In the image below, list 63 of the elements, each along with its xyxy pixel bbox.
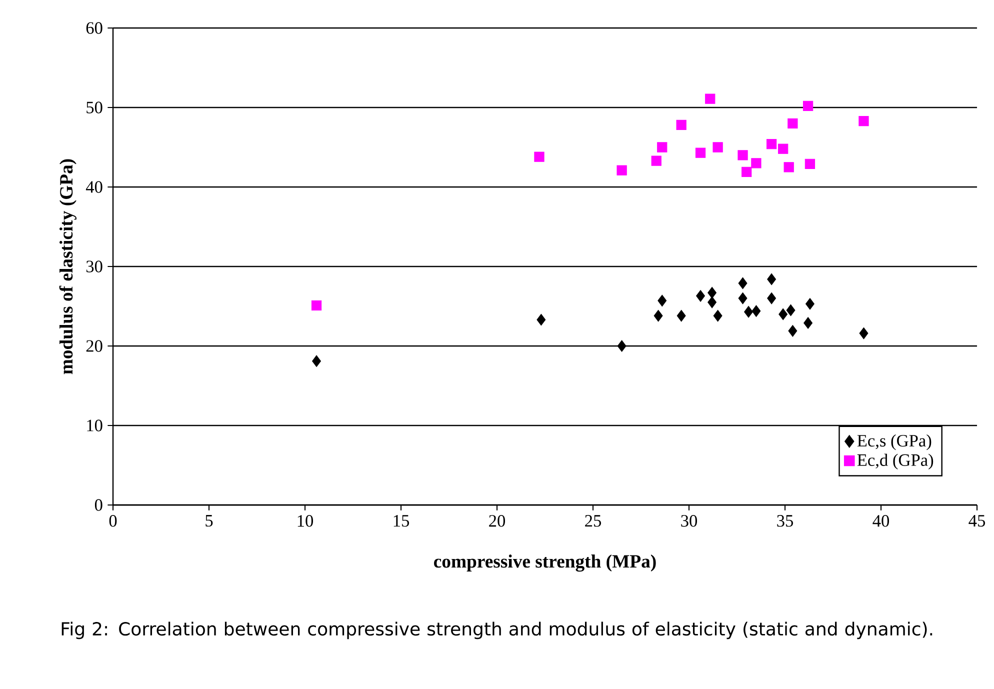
point	[713, 310, 722, 322]
point	[806, 298, 814, 310]
point	[751, 158, 762, 168]
point	[804, 317, 813, 329]
point	[311, 300, 322, 311]
legend-label: Ec,s (GPa)	[857, 434, 932, 450]
point	[696, 290, 705, 302]
caption: Fig 2: Correlation between compressive strength and modulus of elasticity (static and dynamic).	[62, 622, 932, 640]
x-tick-label: 5	[206, 515, 213, 527]
x-tick-label: 0	[109, 515, 117, 527]
point	[752, 305, 761, 317]
y-tick-label: 40	[86, 181, 102, 193]
point	[708, 296, 717, 308]
point	[859, 327, 868, 340]
point	[658, 294, 667, 307]
point	[534, 152, 544, 162]
point	[676, 120, 686, 130]
point	[767, 292, 776, 304]
point	[651, 156, 662, 166]
y-tick-label: 0	[94, 499, 102, 511]
x-tick-label: 35	[777, 515, 793, 527]
point	[616, 165, 627, 176]
point	[657, 142, 668, 152]
point	[744, 306, 753, 318]
point	[738, 292, 748, 304]
y-tick-label: 60	[86, 22, 102, 34]
point	[712, 142, 723, 152]
y-axis-title: modulus of elasticity (GPa)	[59, 159, 76, 374]
point	[742, 166, 752, 177]
point	[788, 325, 798, 337]
x-tick-label: 10	[298, 515, 314, 527]
point	[738, 277, 748, 290]
y-tick-label: 10	[87, 420, 102, 432]
y-tick-label: 20	[86, 340, 102, 352]
point	[695, 148, 706, 158]
point	[676, 310, 686, 322]
point	[784, 162, 794, 172]
point	[858, 116, 869, 126]
x-tick-label: 15	[394, 515, 409, 527]
x-tick-label: 25	[585, 515, 601, 527]
x-tick-label: 45	[968, 515, 985, 527]
point	[802, 100, 814, 111]
point	[708, 286, 717, 299]
point	[788, 118, 798, 128]
x-tick-label: 30	[681, 515, 698, 527]
point	[766, 139, 777, 150]
y-tick-label: 30	[86, 260, 102, 272]
x-tick-label: 20	[489, 515, 506, 527]
point	[786, 304, 796, 316]
point	[654, 310, 663, 322]
point	[738, 150, 748, 160]
point	[778, 144, 788, 154]
legend-label: Ec,d (GPa)	[857, 454, 934, 470]
point	[312, 355, 321, 367]
y-tick-label: 50	[86, 102, 102, 114]
point	[705, 94, 716, 104]
point	[536, 314, 546, 326]
x-tick-label: 40	[872, 515, 890, 527]
point	[804, 158, 816, 170]
point	[778, 308, 788, 320]
point	[617, 340, 626, 352]
x-axis-title: compressive strength (MPa)	[434, 554, 656, 572]
point	[767, 273, 776, 286]
